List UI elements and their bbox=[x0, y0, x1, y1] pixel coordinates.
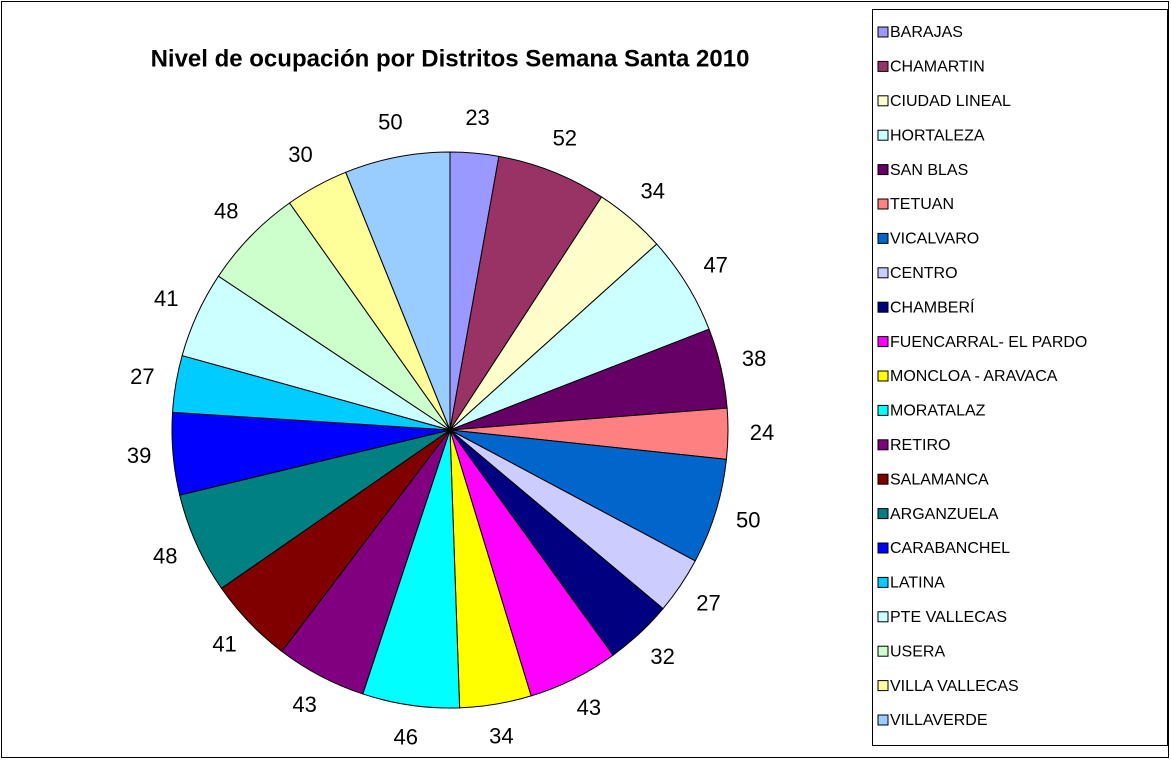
legend-label: SAN BLAS bbox=[890, 162, 968, 179]
legend-swatch bbox=[877, 576, 889, 588]
legend-label: RETIRO bbox=[890, 437, 950, 454]
data-label: 50 bbox=[736, 507, 760, 532]
data-label: 48 bbox=[214, 198, 238, 223]
data-label: 52 bbox=[553, 126, 577, 151]
legend-box bbox=[872, 9, 1168, 746]
chart-title: Nivel de ocupación por Distritos Semana … bbox=[151, 45, 750, 72]
legend-label: PTE VALLECAS bbox=[890, 609, 1007, 626]
legend-label: HORTALEZA bbox=[890, 127, 985, 144]
data-label: 43 bbox=[292, 692, 316, 717]
data-label: 32 bbox=[650, 644, 674, 669]
legend-label: CHAMBERÍ bbox=[890, 297, 975, 316]
legend-label: CHAMARTIN bbox=[890, 59, 985, 76]
data-label: 38 bbox=[742, 346, 766, 371]
data-label: 23 bbox=[465, 105, 489, 130]
legend-swatch bbox=[877, 473, 889, 485]
legend-label: ARGANZUELA bbox=[890, 506, 999, 523]
legend-swatch bbox=[877, 164, 889, 176]
legend-swatch bbox=[877, 301, 889, 313]
legend-label: LATINA bbox=[890, 575, 945, 592]
data-label: 24 bbox=[750, 420, 774, 445]
data-label: 46 bbox=[394, 725, 418, 750]
legend-swatch bbox=[877, 60, 889, 72]
legend-swatch bbox=[877, 267, 889, 279]
legend-swatch bbox=[877, 370, 889, 382]
legend-label: SALAMANCA bbox=[890, 471, 989, 488]
legend-label: MONCLOA - ARAVACA bbox=[890, 368, 1058, 385]
legend-label: USERA bbox=[890, 643, 945, 660]
data-label: 39 bbox=[127, 443, 151, 468]
legend-label: MORATALAZ bbox=[890, 403, 986, 420]
legend-label: CENTRO bbox=[890, 265, 958, 282]
legend-swatch bbox=[877, 714, 889, 726]
legend-swatch bbox=[877, 129, 889, 141]
legend-swatch bbox=[877, 611, 889, 623]
pie-slice bbox=[345, 151, 451, 431]
data-label: 43 bbox=[577, 695, 601, 720]
legend-swatch bbox=[877, 439, 889, 451]
legend-swatch bbox=[877, 645, 889, 657]
legend-label: VILLA VALLECAS bbox=[890, 678, 1019, 695]
legend-swatch bbox=[877, 95, 889, 107]
data-label: 34 bbox=[489, 724, 513, 749]
data-label: 27 bbox=[696, 590, 720, 615]
legend-label: CIUDAD LINEAL bbox=[890, 93, 1011, 110]
legend-swatch bbox=[877, 508, 889, 520]
data-label: 41 bbox=[212, 631, 236, 656]
data-label: 41 bbox=[154, 286, 178, 311]
legend-label: CARABANCHEL bbox=[890, 540, 1010, 557]
legend-label: BARAJAS bbox=[890, 24, 963, 41]
data-label: 47 bbox=[703, 252, 727, 277]
legend-label: VILLAVERDE bbox=[890, 712, 988, 729]
legend-swatch bbox=[877, 198, 889, 210]
data-label: 48 bbox=[153, 543, 177, 568]
legend-label: FUENCARRAL- EL PARDO bbox=[890, 334, 1087, 351]
legend-swatch bbox=[877, 336, 889, 348]
data-label: 50 bbox=[378, 110, 402, 135]
legend-label: TETUAN bbox=[890, 196, 954, 213]
legend-swatch bbox=[877, 232, 889, 244]
legend-label: VICALVARO bbox=[890, 231, 979, 248]
legend-swatch bbox=[877, 26, 889, 38]
data-label: 27 bbox=[130, 364, 154, 389]
legend-swatch bbox=[877, 542, 889, 554]
data-label: 30 bbox=[288, 142, 312, 167]
legend-swatch bbox=[877, 404, 889, 416]
data-label: 34 bbox=[641, 179, 665, 204]
pie-slice bbox=[449, 155, 603, 431]
legend-swatch bbox=[877, 680, 889, 692]
